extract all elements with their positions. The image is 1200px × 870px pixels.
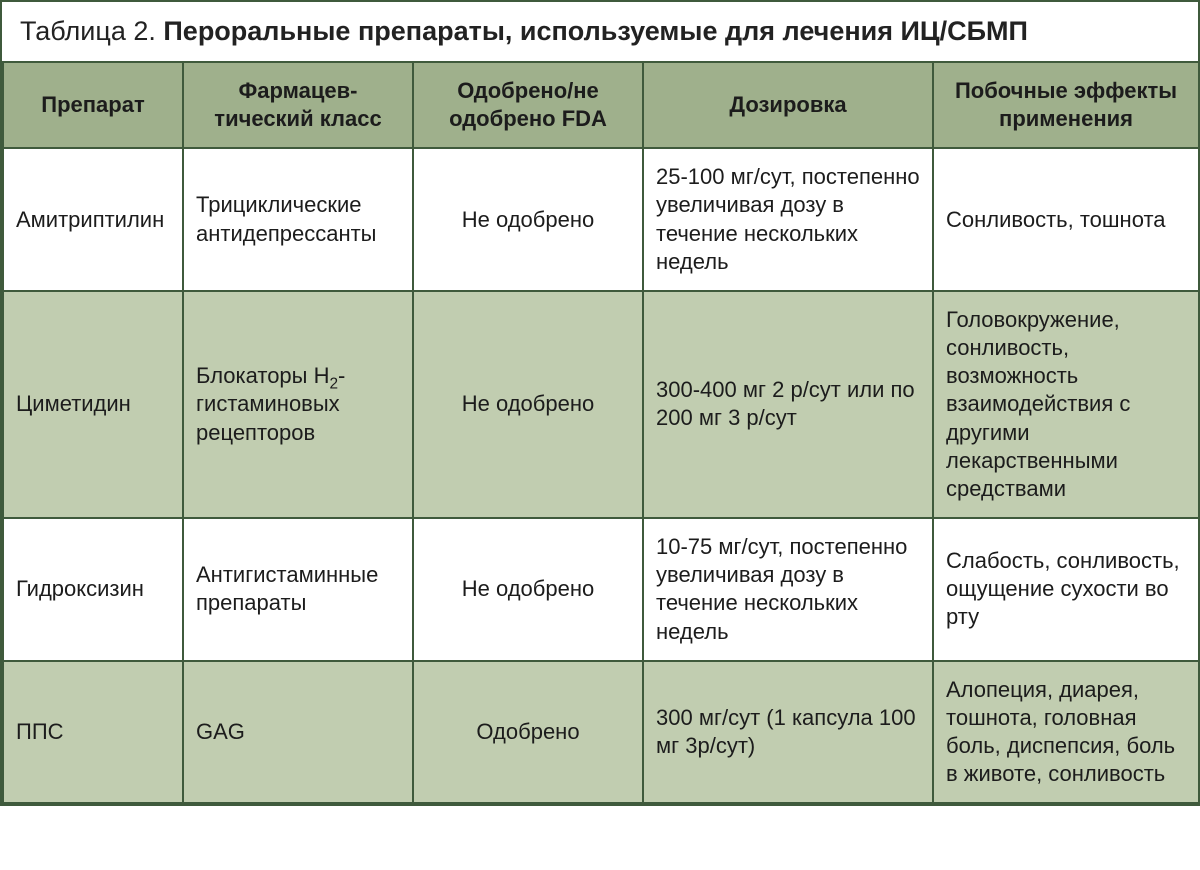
cell-dose: 25-100 мг/сут, постепенно увеличивая доз… xyxy=(643,148,933,291)
table-container: Таблица 2. Пероральные препараты, исполь… xyxy=(0,0,1200,806)
table-body: Амитриптилин Трициклические антидепресса… xyxy=(3,148,1199,803)
col-side: Побочные эффекты применения xyxy=(933,63,1199,148)
cell-drug: Амитриптилин xyxy=(3,148,183,291)
table-row: Амитриптилин Трициклические антидепресса… xyxy=(3,148,1199,291)
table-row: Гидроксизин Антигистаминные препараты Не… xyxy=(3,518,1199,661)
title-bold: Пероральные препараты, используемые для … xyxy=(163,16,1028,46)
cell-drug: Циметидин xyxy=(3,291,183,518)
col-class: Фармацев­тический класс xyxy=(183,63,413,148)
col-fda: Одобрено/не одобрено FDA xyxy=(413,63,643,148)
table-row: Циметидин Блокаторы H2-гистаминовых реце… xyxy=(3,291,1199,518)
medication-table: Препарат Фармацев­тический класс Одобрен… xyxy=(2,63,1200,804)
col-dose: Дозировка xyxy=(643,63,933,148)
cell-class: Блокаторы H2-гистаминовых рецепторов xyxy=(183,291,413,518)
cell-side: Алопеция, диарея, тошнота, головная боль… xyxy=(933,661,1199,804)
cell-fda: Не одобрено xyxy=(413,148,643,291)
cell-dose: 300-400 мг 2 р/сут или по 200 мг 3 р/сут xyxy=(643,291,933,518)
cell-class: GAG xyxy=(183,661,413,804)
table-title: Таблица 2. Пероральные препараты, исполь… xyxy=(2,2,1198,63)
cell-fda: Одобрено xyxy=(413,661,643,804)
table-row: ППС GAG Одобрено 300 мг/сут (1 капсула 1… xyxy=(3,661,1199,804)
cell-fda: Не одобрено xyxy=(413,291,643,518)
table-header-row: Препарат Фармацев­тический класс Одобрен… xyxy=(3,63,1199,148)
cell-side: Сонливость, тошнота xyxy=(933,148,1199,291)
cell-side: Слабость, сонливость, ощущение сухости в… xyxy=(933,518,1199,661)
cell-dose: 10-75 мг/сут, постепенно увеличивая дозу… xyxy=(643,518,933,661)
cell-drug: ППС xyxy=(3,661,183,804)
cell-class: Антигистаминные препараты xyxy=(183,518,413,661)
title-prefix: Таблица 2. xyxy=(20,16,163,46)
cell-dose: 300 мг/сут (1 капсула 100 мг 3р/сут) xyxy=(643,661,933,804)
cell-class: Трициклические антидепрессанты xyxy=(183,148,413,291)
cell-fda: Не одобрено xyxy=(413,518,643,661)
cell-drug: Гидроксизин xyxy=(3,518,183,661)
col-drug: Препарат xyxy=(3,63,183,148)
cell-side: Головокружение, сонливость, возможность … xyxy=(933,291,1199,518)
